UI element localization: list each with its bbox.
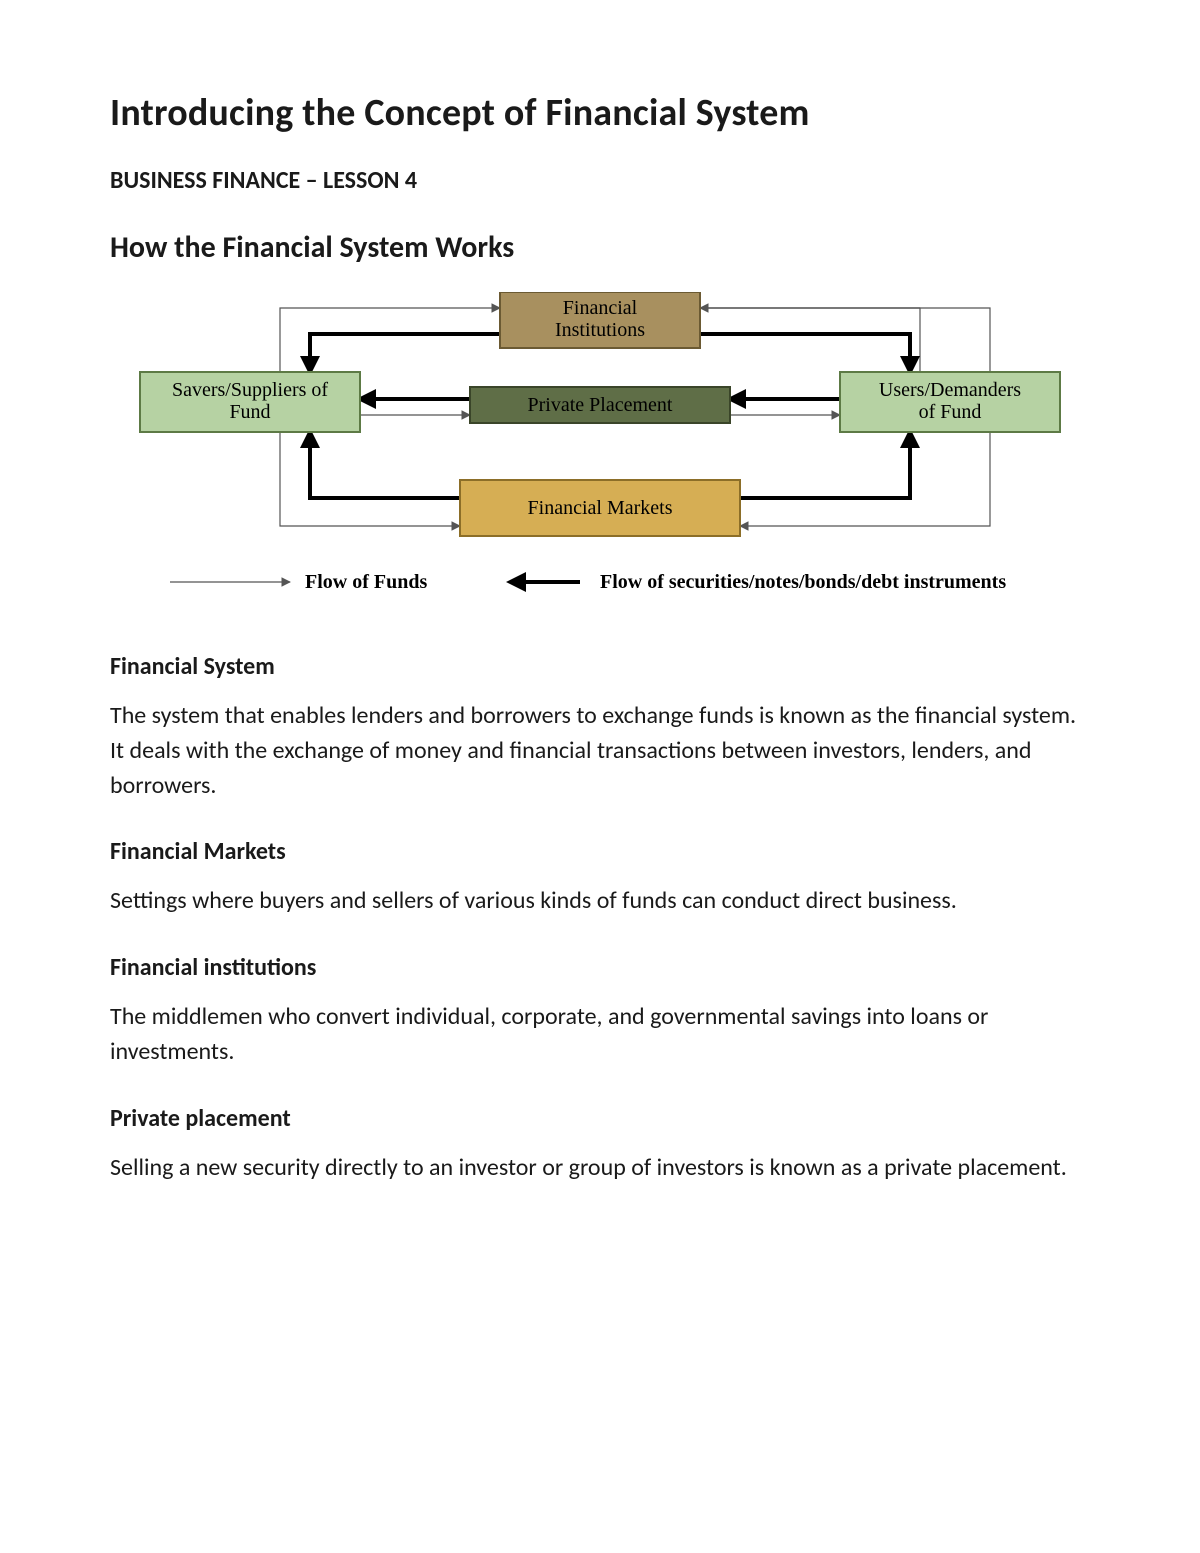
flowchart-svg: FinancialInstitutions Savers/Suppliers of… [110, 292, 1090, 612]
section-heading: How the Financial System Works [110, 229, 1090, 266]
term-heading: Financial System [110, 652, 1090, 681]
flow-edge [310, 432, 460, 498]
flow-edge [740, 432, 910, 498]
node-label: Fund [229, 401, 270, 423]
legend-securities-label: Flow of securities/notes/bonds/debt inst… [600, 571, 1006, 593]
flow-edge [700, 334, 910, 372]
term-body: Settings where buyers and sellers of var… [110, 884, 1090, 919]
flow-edge [700, 308, 990, 372]
node-label: Financial Markets [528, 497, 673, 519]
flow-edge [280, 308, 500, 372]
node-label: of Fund [919, 401, 982, 423]
term-body: The middlemen who convert individual, co… [110, 1000, 1090, 1070]
financial-system-diagram: FinancialInstitutions Savers/Suppliers of… [110, 292, 1090, 612]
term-heading: Financial Markets [110, 837, 1090, 866]
node-label: Private Placement [528, 394, 673, 416]
term-body: Selling a new security directly to an in… [110, 1151, 1090, 1186]
document-page: Introducing the Concept of Financial Sys… [0, 0, 1200, 1553]
lesson-subhead: BUSINESS FINANCE – LESSON 4 [110, 166, 1090, 195]
term-heading: Private placement [110, 1104, 1090, 1133]
page-title: Introducing the Concept of Financial Sys… [110, 90, 1090, 136]
flow-edge [310, 334, 500, 372]
flow-edge [700, 308, 920, 372]
node-label: Financial [563, 297, 638, 319]
flow-edge [740, 432, 990, 526]
node-label: Savers/Suppliers of [172, 379, 328, 401]
term-body: The system that enables lenders and borr… [110, 699, 1090, 803]
term-heading: Financial institutions [110, 953, 1090, 982]
node-label: Institutions [555, 319, 645, 341]
node-label: Users/Demanders [879, 379, 1021, 401]
definitions-list: Financial System The system that enables … [110, 652, 1090, 1186]
legend-funds-label: Flow of Funds [305, 571, 427, 593]
flow-edge [280, 432, 460, 526]
